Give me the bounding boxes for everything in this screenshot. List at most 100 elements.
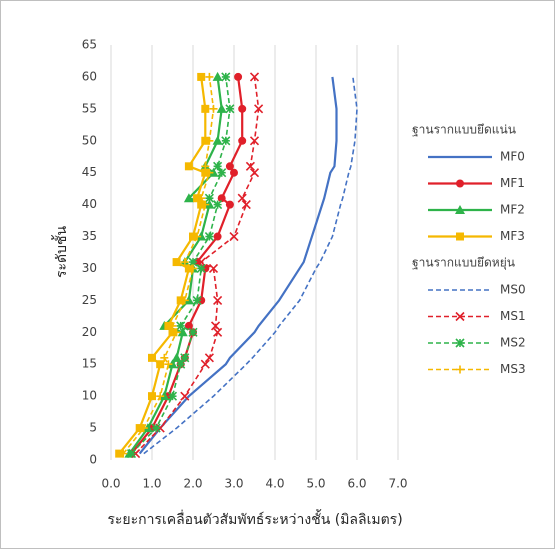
marker (131, 449, 141, 459)
marker (238, 136, 247, 145)
marker (184, 321, 193, 330)
marker (139, 424, 148, 433)
marker (148, 392, 156, 401)
legend-marker (456, 179, 464, 188)
marker (213, 327, 223, 337)
marker (241, 200, 251, 210)
marker (167, 391, 178, 401)
series-line (118, 76, 207, 455)
marker (192, 295, 202, 305)
marker (221, 136, 231, 146)
legend-marker (456, 365, 464, 374)
series-line (122, 76, 215, 455)
marker (188, 257, 198, 267)
y-tick-label: 65 (82, 38, 97, 52)
marker (204, 353, 214, 363)
marker (254, 104, 264, 114)
y-tick-label: 45 (82, 165, 97, 179)
marker (168, 321, 177, 330)
marker (184, 162, 193, 171)
marker (183, 295, 194, 305)
marker (225, 200, 234, 209)
marker (180, 258, 189, 267)
marker (155, 423, 165, 433)
marker (135, 424, 144, 433)
marker (217, 194, 226, 203)
marker (164, 321, 173, 330)
marker (142, 423, 153, 433)
marker (209, 104, 218, 113)
marker (171, 352, 182, 362)
marker (201, 162, 210, 171)
y-tick-label: 25 (82, 293, 97, 307)
marker (197, 194, 206, 203)
marker (204, 193, 214, 203)
marker (119, 449, 128, 458)
marker (225, 162, 234, 171)
x-axis-title: ระยะการเคลื่อนตัวสัมพัทธ์ระหว่างชั้น (มิ… (107, 509, 402, 528)
y-tick-label: 30 (82, 261, 97, 275)
y-tick-label: 0 (89, 453, 97, 467)
marker (176, 321, 186, 331)
series-line (143, 76, 358, 455)
legend-label: MF0 (500, 150, 525, 164)
y-tick-label: 60 (82, 69, 97, 83)
marker (213, 161, 223, 171)
marker (216, 103, 227, 113)
marker (245, 161, 255, 171)
marker (180, 391, 190, 401)
marker (156, 392, 165, 401)
legend-marker (456, 232, 464, 241)
marker (156, 360, 165, 369)
marker (234, 72, 243, 81)
marker (249, 136, 260, 146)
marker (205, 136, 214, 145)
marker (204, 231, 214, 242)
marker (213, 232, 222, 241)
legend-marker (455, 205, 465, 214)
x-tick-label: 2.0 (183, 477, 202, 491)
legend-marker (455, 338, 465, 348)
marker (193, 194, 202, 203)
legend-label: MF1 (500, 176, 525, 190)
marker (189, 232, 197, 241)
marker (200, 359, 210, 369)
marker (205, 168, 214, 177)
y-tick-label: 50 (82, 133, 97, 147)
marker (180, 296, 189, 305)
marker (213, 200, 223, 210)
y-tick-label: 55 (82, 101, 97, 115)
marker (225, 104, 235, 114)
y-tick-label: 40 (82, 197, 97, 211)
marker (201, 136, 210, 145)
marker (167, 359, 178, 369)
marker (238, 104, 247, 113)
legend-label: MS0 (500, 283, 526, 297)
marker (212, 135, 223, 145)
marker (188, 327, 198, 337)
marker (230, 168, 238, 177)
legend-label: MF3 (500, 229, 525, 243)
marker (193, 232, 202, 241)
legend-label: MS2 (500, 336, 526, 350)
marker (210, 321, 221, 331)
legend-label: MF2 (500, 203, 525, 217)
x-tick-label: 4.0 (265, 477, 284, 491)
marker (159, 391, 170, 401)
x-tick-label: 6.0 (347, 477, 366, 491)
y-tick-label: 5 (89, 421, 97, 435)
marker (213, 295, 223, 305)
marker (148, 353, 156, 362)
marker (197, 200, 206, 209)
marker (189, 264, 197, 273)
legend-label: MS1 (500, 309, 526, 323)
x-tick-label: 3.0 (224, 477, 243, 491)
marker (204, 199, 215, 209)
x-tick-label: 5.0 (306, 477, 325, 491)
legend-marker (455, 311, 465, 322)
legend-group-title: ฐานรากแบบยึดหยุ่น (412, 256, 515, 271)
x-tick-label: 0.0 (101, 477, 120, 491)
marker (201, 200, 210, 209)
